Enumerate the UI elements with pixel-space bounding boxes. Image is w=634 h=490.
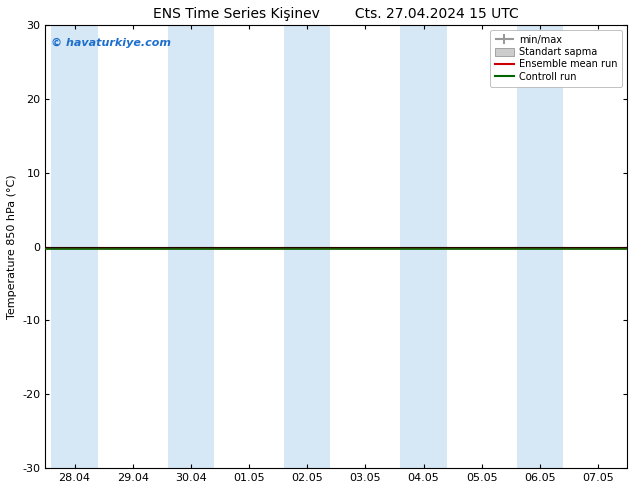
Bar [51,25,98,468]
Legend: min/max, Standart sapma, Ensemble mean run, Controll run: min/max, Standart sapma, Ensemble mean r… [489,30,622,87]
Text: © havaturkiye.com: © havaturkiye.com [51,38,171,49]
Bar [400,25,447,468]
Bar [284,25,330,468]
Title: ENS Time Series Kişinev        Cts. 27.04.2024 15 UTC: ENS Time Series Kişinev Cts. 27.04.2024 … [153,7,519,21]
Y-axis label: Temperature 850 hPa (°C): Temperature 850 hPa (°C) [7,174,17,319]
Bar [167,25,214,468]
Bar [517,25,563,468]
